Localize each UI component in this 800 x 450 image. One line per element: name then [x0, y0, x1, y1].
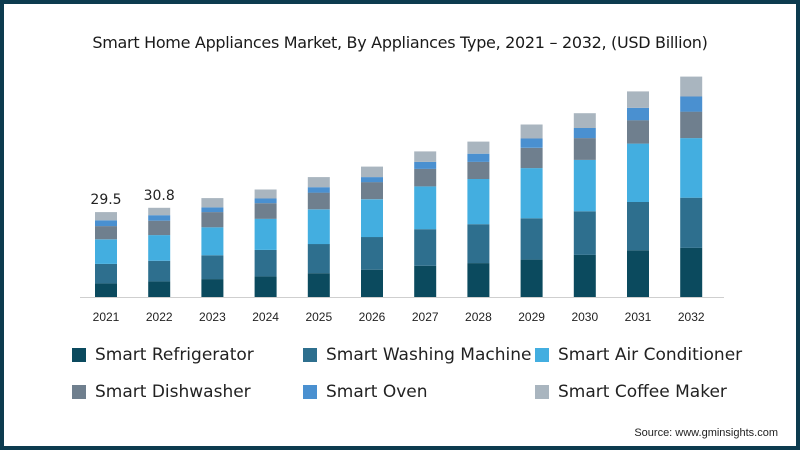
bar-segment-2027-smart-washing-machine	[414, 229, 437, 266]
x-tick-label-2021: 2021	[93, 310, 120, 324]
bar-segment-2023-smart-washing-machine	[201, 255, 224, 280]
x-tick-label-2029: 2029	[518, 310, 545, 324]
bar-segment-2023-smart-coffee-maker	[201, 198, 224, 208]
bar-segment-2031-smart-coffee-maker	[627, 91, 649, 108]
bar-segment-2025-smart-oven	[307, 187, 330, 193]
bar-segment-2029-smart-coffee-maker	[520, 124, 543, 139]
bar-segment-2027-smart-air-conditioner	[414, 186, 437, 230]
bar-segment-2030-smart-washing-machine	[573, 211, 596, 255]
bar-segment-2024-smart-air-conditioner	[254, 218, 277, 250]
bar-segment-2022-smart-air-conditioner	[148, 235, 171, 261]
x-tick-label-2031: 2031	[625, 310, 652, 324]
bar-segment-2031-smart-washing-machine	[627, 202, 649, 251]
bar-segment-2030-smart-oven	[573, 128, 596, 139]
x-tick-label-2032: 2032	[678, 310, 705, 324]
bar-segment-2030-smart-air-conditioner	[573, 159, 596, 212]
bar-segment-2028-smart-refrigerator	[467, 263, 490, 297]
x-tick-label-2022: 2022	[146, 310, 173, 324]
bar-segment-2029-smart-dishwasher	[520, 147, 543, 169]
bar-segment-2025-smart-washing-machine	[307, 244, 330, 274]
bar-segment-2027-smart-dishwasher	[414, 168, 437, 187]
bar-segment-2021-smart-washing-machine	[95, 263, 117, 284]
bar-segment-2030-smart-coffee-maker	[573, 113, 596, 128]
bar-segment-2025-smart-dishwasher	[307, 192, 330, 210]
bar-segment-2025-smart-coffee-maker	[307, 177, 330, 188]
bar-segment-2032-smart-refrigerator	[680, 247, 703, 297]
bar-segment-2028-smart-washing-machine	[467, 224, 490, 264]
x-tick-label-2030: 2030	[571, 310, 598, 324]
bar-segment-2022-smart-oven	[148, 215, 171, 221]
bar-segment-2029-smart-washing-machine	[520, 218, 543, 260]
bar-segment-2031-smart-oven	[627, 107, 649, 121]
bar-segment-2026-smart-dishwasher	[361, 182, 383, 200]
bar-segment-2027-smart-coffee-maker	[414, 151, 437, 162]
bar-segment-2025-smart-air-conditioner	[307, 209, 330, 245]
bar-segment-2032-smart-air-conditioner	[680, 138, 703, 198]
x-tick-label-2024: 2024	[252, 310, 279, 324]
chart-frame	[4, 4, 796, 446]
bar-segment-2024-smart-coffee-maker	[254, 189, 277, 199]
bar-segment-2023-smart-oven	[201, 207, 224, 213]
bar-segment-2031-smart-dishwasher	[627, 120, 649, 144]
bar-segment-2025-smart-refrigerator	[307, 273, 330, 297]
x-tick-label-2027: 2027	[412, 310, 439, 324]
bar-segment-2026-smart-refrigerator	[361, 269, 383, 297]
bar-segment-2032-smart-oven	[680, 96, 703, 112]
bar-segment-2029-smart-oven	[520, 138, 543, 148]
bar-segment-2032-smart-dishwasher	[680, 111, 703, 139]
chart-title: Smart Home Appliances Market, By Applian…	[92, 33, 708, 52]
bar-segment-2028-smart-dishwasher	[467, 161, 490, 179]
bar-segment-2026-smart-air-conditioner	[361, 199, 383, 238]
bar-segment-2024-smart-washing-machine	[254, 249, 277, 277]
bar-segment-2021-smart-dishwasher	[95, 226, 117, 240]
bar-segment-2029-smart-refrigerator	[520, 259, 543, 297]
bar-segment-2023-smart-air-conditioner	[201, 227, 224, 256]
bar-segment-2024-smart-oven	[254, 198, 277, 204]
bar-segment-2028-smart-oven	[467, 153, 490, 162]
bar-segment-2022-smart-coffee-maker	[148, 207, 171, 216]
bar-segment-2026-smart-washing-machine	[361, 237, 383, 270]
bar-segment-2028-smart-coffee-maker	[467, 141, 490, 154]
bar-segment-2021-smart-oven	[95, 220, 117, 227]
bar-segment-2021-smart-air-conditioner	[95, 239, 117, 264]
bar-segment-2021-smart-refrigerator	[95, 283, 117, 297]
data-label-2022: 30.8	[144, 188, 175, 204]
bar-segment-2024-smart-refrigerator	[254, 276, 277, 297]
source-note: Source: www.gminsights.com	[634, 427, 778, 439]
bar-segment-2032-smart-washing-machine	[680, 197, 703, 248]
x-tick-label-2028: 2028	[465, 310, 492, 324]
bar-segment-2027-smart-refrigerator	[414, 265, 437, 297]
bar-segment-2030-smart-refrigerator	[573, 254, 596, 297]
bar-segment-2026-smart-coffee-maker	[361, 166, 383, 178]
bar-segment-2026-smart-oven	[361, 177, 383, 183]
bar-segment-2023-smart-refrigerator	[201, 279, 224, 297]
x-tick-label-2023: 2023	[199, 310, 226, 324]
data-label-2021: 29.5	[90, 192, 121, 208]
bar-segment-2022-smart-refrigerator	[148, 281, 171, 297]
bar-segment-2023-smart-dishwasher	[201, 212, 224, 228]
bar-segment-2022-smart-washing-machine	[148, 260, 171, 282]
bar-segment-2031-smart-air-conditioner	[627, 143, 649, 202]
x-tick-label-2026: 2026	[359, 310, 386, 324]
bar-segment-2021-smart-coffee-maker	[95, 212, 117, 221]
bar-segment-2032-smart-coffee-maker	[680, 76, 703, 97]
x-tick-label-2025: 2025	[305, 310, 332, 324]
bar-segment-2022-smart-dishwasher	[148, 220, 171, 236]
bar-segment-2028-smart-air-conditioner	[467, 179, 490, 225]
bar-segment-2030-smart-dishwasher	[573, 138, 596, 160]
bar-segment-2031-smart-refrigerator	[627, 250, 649, 297]
bar-segment-2027-smart-oven	[414, 161, 437, 169]
bar-segment-2029-smart-air-conditioner	[520, 168, 543, 219]
bar-segment-2024-smart-dishwasher	[254, 203, 277, 219]
